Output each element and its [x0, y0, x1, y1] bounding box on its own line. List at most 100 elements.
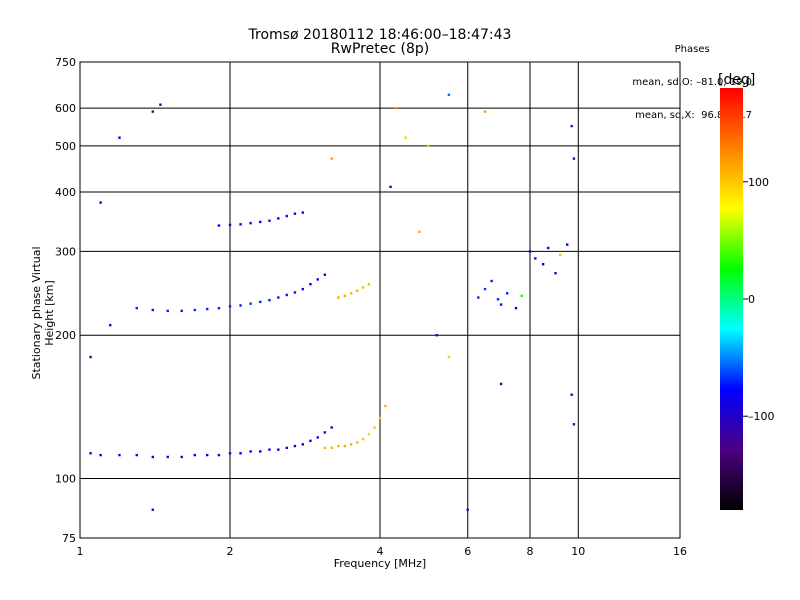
echo-point [361, 437, 365, 441]
echo-point [89, 355, 92, 359]
echo-point [217, 224, 221, 227]
chart-title-line1: Tromsø 20180112 18:46:00–18:47:43 [248, 27, 512, 43]
echo-point [205, 307, 209, 311]
echo-point [570, 393, 573, 396]
echo-point [239, 304, 242, 307]
echo-point [89, 452, 92, 455]
echo-point [259, 220, 262, 224]
echo-point [99, 453, 102, 457]
echo-point [349, 443, 353, 446]
echo-point [554, 272, 557, 275]
echo-point [118, 136, 121, 139]
echo-point [389, 185, 392, 189]
echo-point [323, 273, 327, 276]
echo-point [228, 223, 232, 227]
echo-point [496, 298, 500, 301]
echo-point [559, 253, 562, 257]
echo-point [337, 296, 340, 299]
x-tick-label: 16 [673, 545, 687, 558]
echo-point [447, 93, 451, 96]
colorbar-tick-label: 0 [748, 293, 755, 306]
echo-point [268, 219, 271, 222]
y-tick-label: 600 [55, 102, 76, 115]
x-tick-label: 1 [77, 545, 84, 558]
x-tick-label: 2 [227, 545, 234, 558]
echo-point [309, 439, 312, 443]
echo-point [323, 431, 327, 434]
x-tick-label: 8 [527, 545, 534, 558]
colorbar-tick-label: 100 [748, 176, 769, 189]
x-axis-label: Frequency [MHz] [333, 557, 427, 570]
echo-point [477, 296, 480, 299]
echo-point [323, 446, 327, 450]
echo-point [435, 334, 438, 337]
echo-point [466, 508, 469, 511]
echo-point [249, 221, 252, 225]
echo-point [394, 106, 397, 110]
echo-point [367, 283, 371, 286]
echo-point [309, 283, 312, 286]
echo-point [259, 300, 262, 304]
y-tick-label: 300 [55, 245, 76, 258]
phase-stats-heading: Phases [674, 44, 710, 55]
echo-point [118, 453, 121, 457]
colorbar-tick-label: –100 [748, 410, 775, 423]
echo-point [268, 448, 271, 451]
x-tick-label: 4 [377, 545, 384, 558]
x-tick-label: 6 [464, 545, 471, 558]
echo-point [355, 441, 359, 444]
echo-point [180, 455, 183, 459]
colorbar-title: [deg] [718, 72, 756, 88]
echo-point [378, 416, 382, 420]
echo-point [490, 279, 493, 283]
echo-point [528, 250, 532, 253]
echo-point [151, 508, 155, 511]
echo-point [159, 103, 162, 106]
echo-point [285, 214, 288, 218]
echo-point [239, 452, 242, 455]
echo-point [228, 452, 232, 455]
echo-point [277, 217, 280, 220]
echo-point [447, 355, 451, 359]
echo-point [293, 291, 297, 294]
echo-point [483, 110, 487, 113]
echo-point [277, 448, 280, 451]
echo-point [301, 211, 305, 214]
echo-point [217, 306, 221, 310]
echo-point [541, 263, 545, 266]
echo-point [268, 298, 271, 302]
echo-point [301, 443, 305, 446]
echo-point [404, 136, 407, 139]
echo-point [301, 287, 305, 291]
echo-point [367, 432, 371, 436]
echo-point [316, 278, 319, 281]
echo-point [565, 243, 569, 246]
echo-point [166, 455, 169, 459]
echo-point [384, 404, 387, 408]
echo-point [349, 292, 353, 295]
echo-point [277, 296, 280, 299]
echo-point [520, 294, 523, 298]
echo-point [217, 453, 221, 457]
echo-point [572, 423, 576, 426]
echo-point [151, 455, 155, 459]
echo-point [418, 230, 421, 233]
chart-title-line2: RwPretec (8p) [330, 41, 430, 57]
echo-point [249, 302, 252, 305]
echo-point [109, 323, 112, 327]
echo-point [427, 144, 430, 148]
echo-point [337, 444, 340, 448]
echo-point [361, 286, 365, 289]
echo-point [193, 453, 197, 457]
echo-point [205, 453, 209, 457]
echo-point [99, 201, 102, 204]
echo-point [285, 446, 288, 450]
y-tick-label: 200 [55, 329, 76, 342]
echo-point [151, 308, 155, 312]
echo-point [355, 289, 359, 292]
echo-point [180, 309, 183, 313]
y-tick-label: 75 [62, 532, 76, 545]
echo-point [166, 309, 169, 313]
echo-point [514, 306, 518, 310]
